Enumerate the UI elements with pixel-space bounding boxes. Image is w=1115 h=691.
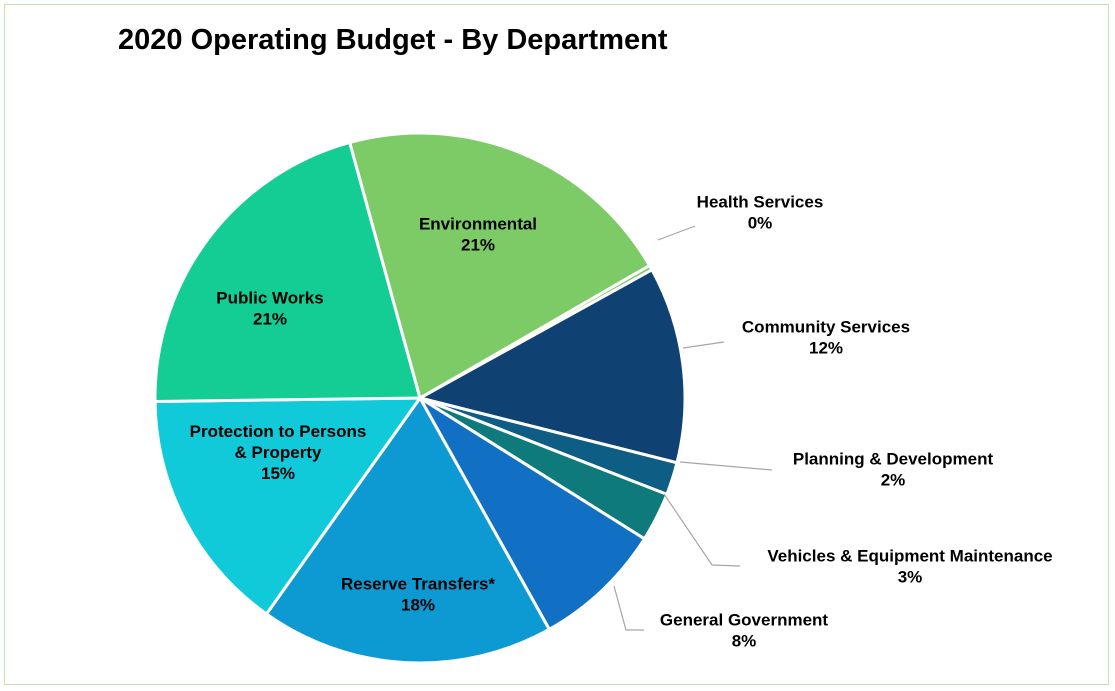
slice-label-3: Planning & Development 2% [793,450,994,490]
slice-label-5: General Government 8% [660,611,829,651]
slice-label-7: Protection to Persons & Property 15% [190,422,367,483]
slice-label-4: Vehicles & Equipment Maintenance 3% [767,547,1052,587]
leader-line-1 [657,225,696,241]
leader-line-3 [679,461,773,471]
leader-line-2 [682,341,725,349]
leader-line-5 [613,585,644,631]
slice-label-8: Public Works 21% [216,289,323,329]
slice-label-1: Health Services 0% [697,193,824,233]
chart-title: 2020 Operating Budget - By Department [118,24,668,56]
slice-label-9: Environmental 21% [419,215,537,255]
pie-slice-5 [418,396,647,632]
pie-slice-7 [153,396,423,617]
pie-slice-9 [347,131,652,401]
slice-label-6: Reserve Transfers* 18% [341,575,495,615]
leader-line-4 [663,493,741,567]
pie-slice-6 [264,395,552,665]
pie-slice-8 [153,140,422,403]
slice-label-2: Community Services 12% [742,318,910,358]
